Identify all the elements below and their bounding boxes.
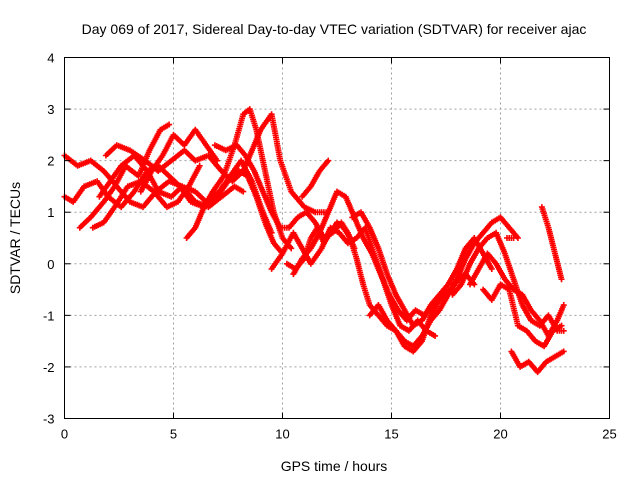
x-tick-label: 5 bbox=[170, 427, 177, 442]
series-sat-q bbox=[467, 250, 567, 339]
plot-frame bbox=[64, 57, 610, 419]
series-sat-c bbox=[76, 121, 173, 231]
y-tick-label: 4 bbox=[47, 51, 54, 66]
grid bbox=[64, 57, 610, 419]
x-axis-label: GPS time / hours bbox=[281, 458, 388, 474]
x-tick-label: 15 bbox=[384, 427, 398, 442]
x-tick-label: 25 bbox=[602, 427, 616, 442]
series-sat-o bbox=[366, 214, 521, 350]
series-sat-d bbox=[89, 162, 203, 231]
series-sat-r bbox=[480, 281, 565, 350]
series-layer bbox=[61, 106, 567, 376]
y-tick-label: -1 bbox=[43, 308, 55, 323]
series-sat-p bbox=[449, 229, 567, 334]
series-sat-h bbox=[183, 106, 295, 252]
chart-title: Day 069 of 2017, Sidereal Day-to-day VTE… bbox=[82, 21, 587, 37]
series-sat-g bbox=[137, 126, 221, 195]
y-tick-label: 3 bbox=[47, 102, 54, 117]
series-sat-t bbox=[538, 204, 565, 283]
x-tick-label: 0 bbox=[61, 427, 68, 442]
y-tick-label: 2 bbox=[47, 154, 54, 169]
series-sat-f bbox=[102, 111, 330, 216]
y-tick-label: -3 bbox=[43, 412, 55, 427]
y-tick-label: 0 bbox=[47, 257, 54, 272]
series-sat-s bbox=[508, 348, 567, 376]
series-sat-m bbox=[299, 157, 332, 200]
x-tick-label: 20 bbox=[493, 427, 507, 442]
y-tick-label: -2 bbox=[43, 360, 55, 375]
series-sat-u bbox=[504, 235, 517, 241]
y-axis-label: SDTVAR / TECUs bbox=[7, 182, 23, 294]
x-tick-label: 10 bbox=[275, 427, 289, 442]
y-tick-label: 1 bbox=[47, 205, 54, 220]
